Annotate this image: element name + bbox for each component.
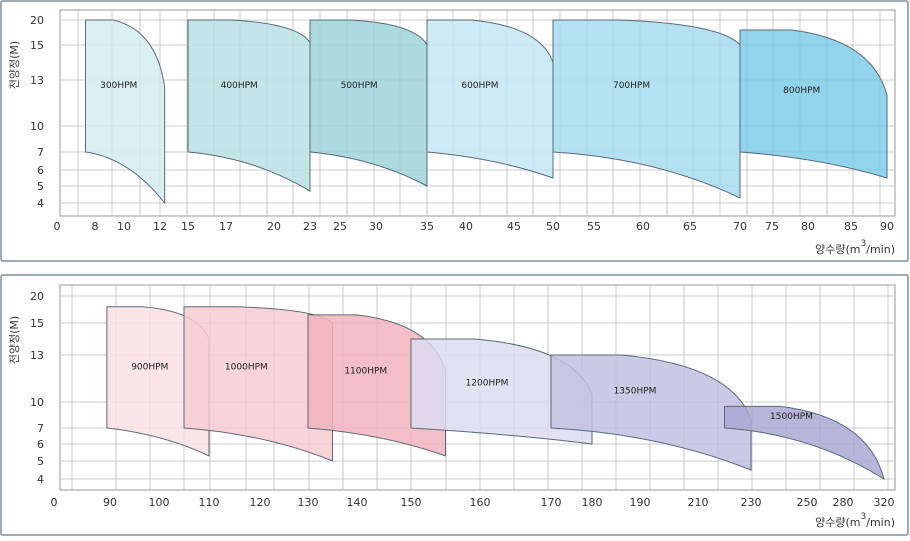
y-axis-label: 전양정(M) [8, 316, 21, 364]
series-label: 500HPM [341, 81, 378, 91]
y-tick-label: 7 [37, 422, 44, 435]
y-tick-label: 10 [30, 396, 44, 409]
series-area-700hpm [552, 19, 741, 199]
y-tick-label: 6 [37, 438, 44, 451]
x-tick-label: 40 [459, 220, 473, 233]
y-tick-label: 20 [30, 14, 44, 27]
series-label: 700HPM [613, 81, 650, 91]
series-area-900hpm [106, 306, 210, 457]
series-area-1350hpm [550, 354, 752, 471]
x-tick-label: 17 [219, 220, 233, 233]
x-tick-label: 20 [267, 220, 281, 233]
y-tick-label: 13 [30, 74, 44, 87]
y-tick-label: 13 [30, 349, 44, 362]
y-tick-label: 4 [37, 473, 44, 486]
x-axis-label: 양수량(m3/min) [815, 512, 895, 529]
series-area-1000hpm [183, 306, 333, 462]
y-tick-label: 15 [30, 317, 44, 330]
x-tick-label: 170 [541, 496, 562, 509]
x-tick-label: 0 [54, 220, 61, 233]
x-tick-label: 75 [765, 220, 779, 233]
series-label: 400HPM [221, 81, 258, 91]
x-tick-label: 210 [688, 496, 709, 509]
x-tick-label: 70 [733, 220, 747, 233]
x-tick-label: 85 [844, 220, 858, 233]
y-tick-label: 4 [37, 197, 44, 210]
series-label: 1350HPM [614, 387, 657, 397]
y-axis-label: 전양정(M) [8, 41, 21, 89]
x-tick-label: 230 [741, 496, 762, 509]
x-tick-label: 280 [833, 496, 854, 509]
series-label: 1000HPM [225, 362, 268, 372]
x-tick-label: 160 [470, 496, 491, 509]
x-axis-label: 양수량(m3/min) [815, 239, 895, 256]
y-tick-label: 5 [37, 455, 44, 468]
x-tick-label: 12 [153, 220, 167, 233]
x-tick-label: 120 [250, 496, 271, 509]
x-tick-label: 23 [303, 220, 317, 233]
x-tick-label: 15 [181, 220, 195, 233]
x-tick-label: 190 [630, 496, 651, 509]
x-tick-label: 320 [874, 496, 895, 509]
x-tick-label: 180 [582, 496, 603, 509]
x-tick-label: 10 [117, 220, 131, 233]
y-tick-label: 5 [37, 180, 44, 193]
x-tick-label: 100 [149, 496, 170, 509]
x-tick-label: 90 [880, 220, 894, 233]
x-tick-label: 0 [51, 496, 58, 509]
series-area-500hpm [309, 19, 428, 187]
series-label: 1200HPM [466, 379, 509, 389]
x-tick-label: 110 [199, 496, 220, 509]
y-tick-label: 10 [30, 120, 44, 133]
x-tick-label: 8 [92, 220, 99, 233]
x-tick-label: 25 [333, 220, 347, 233]
series-label: 900HPM [131, 362, 168, 372]
series-area-300hpm [85, 19, 166, 205]
series-area-400hpm [187, 19, 311, 192]
x-tick-label: 250 [797, 496, 818, 509]
x-tick-label: 130 [298, 496, 319, 509]
x-tick-label: 80 [801, 220, 815, 233]
y-tick-label: 20 [30, 290, 44, 303]
x-tick-label: 90 [103, 496, 117, 509]
series-label: 300HPM [100, 81, 137, 91]
x-tick-label: 140 [347, 496, 368, 509]
y-tick-label: 7 [37, 146, 44, 159]
series-label: 1100HPM [344, 366, 387, 376]
x-tick-label: 45 [507, 220, 521, 233]
x-tick-label: 55 [587, 220, 601, 233]
chart-panel-top: 300HPM 400HPM 500HPM 600HPM 700HPM 800HPM 20 15… [0, 0, 909, 262]
x-tick-label: 35 [420, 220, 434, 233]
x-tick-label: 50 [546, 220, 560, 233]
x-tick-label: 65 [683, 220, 697, 233]
y-tick-label: 6 [37, 164, 44, 177]
series-area-800hpm [739, 29, 888, 179]
x-tick-label: 150 [401, 496, 422, 509]
series-label: 800HPM [783, 86, 820, 96]
series-label: 600HPM [461, 81, 498, 91]
series-area-1200hpm [410, 338, 593, 445]
y-tick-label: 15 [30, 39, 44, 52]
x-tick-label: 60 [636, 220, 650, 233]
series-area-1500hpm [724, 405, 885, 481]
x-tick-label: 30 [369, 220, 383, 233]
series-area-600hpm [426, 19, 554, 179]
series-label: 1500HPM [770, 412, 813, 422]
chart-panel-bottom: 900HPM 1000HPM 1100HPM 1200HPM 1350HPM 1500HP… [0, 274, 909, 536]
